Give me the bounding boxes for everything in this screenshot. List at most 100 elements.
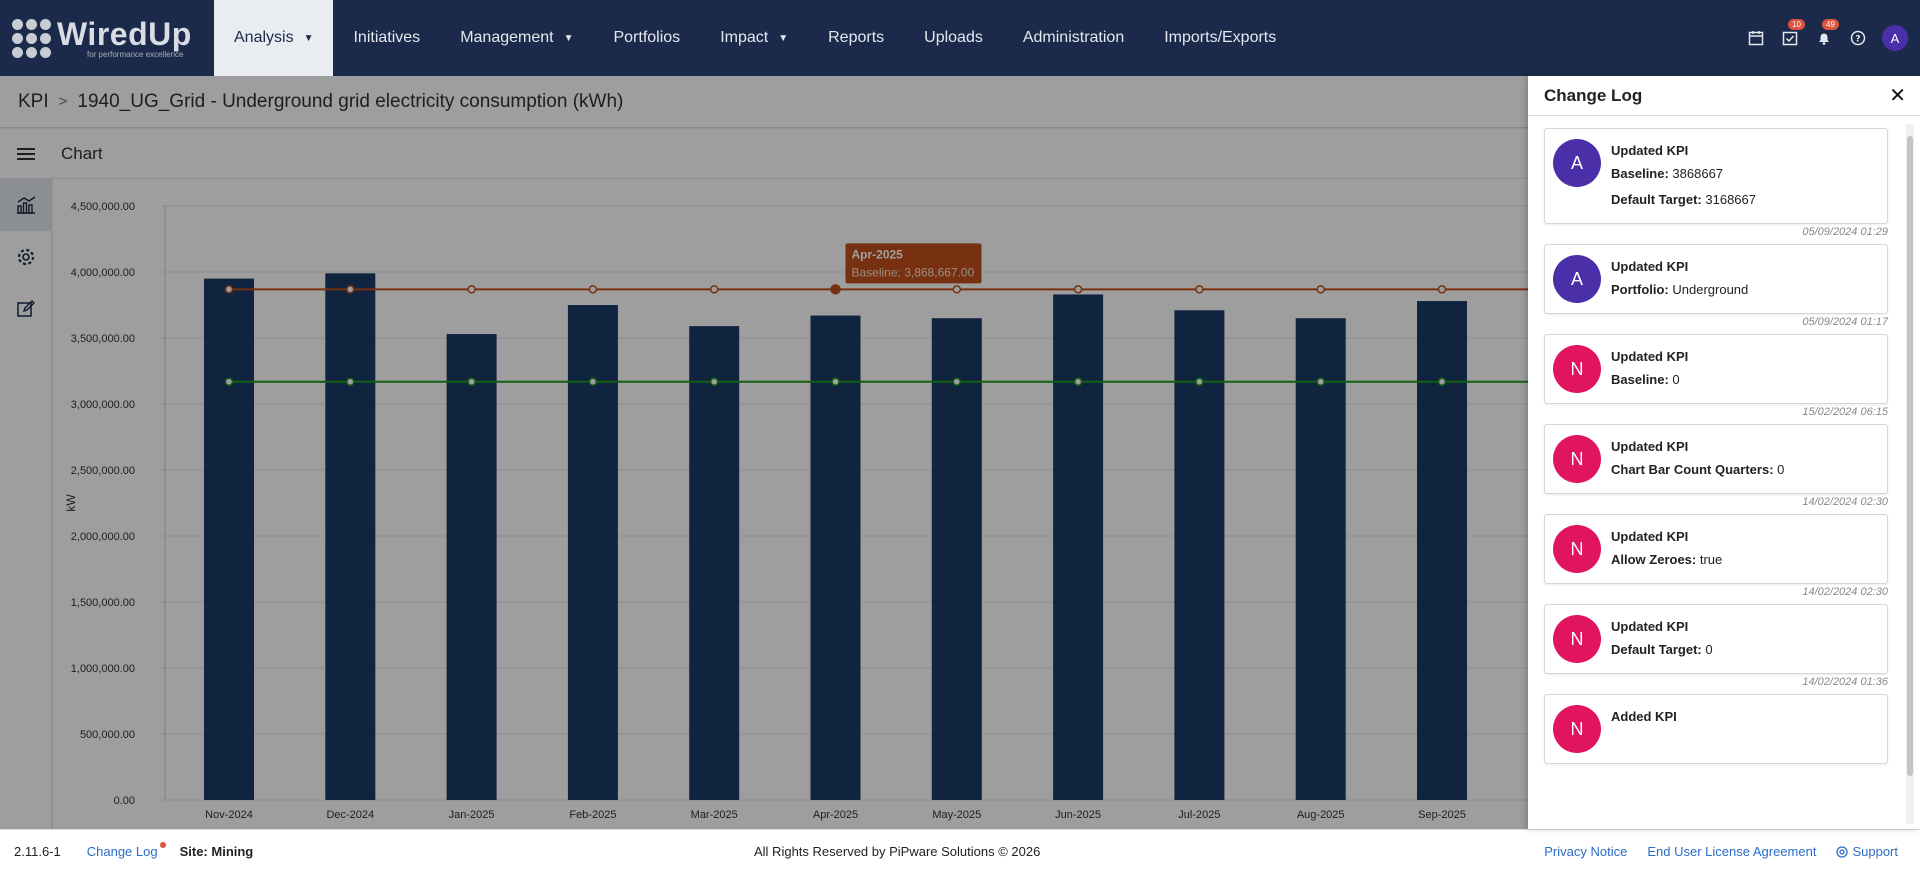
series-point[interactable] (1195, 377, 1204, 386)
x-tick-label: Jan-2025 (449, 809, 495, 821)
change-field-value: 3168667 (1701, 192, 1756, 207)
breadcrumb-current: 1940_UG_Grid - Underground grid electric… (77, 90, 624, 112)
chart-bar[interactable] (204, 278, 254, 801)
footer-changelog-link[interactable]: Change Log (87, 842, 166, 859)
chart-bar[interactable] (446, 334, 497, 800)
series-point[interactable] (1073, 377, 1083, 386)
y-tick-label: 2,500,000.00 (71, 465, 135, 477)
logo-text: WiredUp (57, 15, 192, 52)
y-tick-label: 4,000,000.00 (71, 267, 135, 279)
edit-icon[interactable] (0, 283, 52, 335)
tasks-icon[interactable]: 10 (1780, 19, 1805, 48)
chart-bar[interactable] (325, 273, 376, 800)
panel-scrollbar[interactable] (1906, 124, 1914, 824)
chart-bar[interactable] (1295, 318, 1346, 800)
user-avatar: N (1553, 615, 1601, 663)
series-point[interactable] (346, 377, 355, 386)
series-point[interactable] (588, 285, 598, 294)
nav-item-analysis[interactable]: Analysis ▼ (214, 0, 334, 76)
bell-icon[interactable]: 49 (1814, 19, 1839, 48)
series-point[interactable] (224, 285, 234, 294)
nav-item-uploads[interactable]: Uploads (904, 0, 1003, 76)
nav-item-label: Impact (720, 29, 769, 46)
series-point[interactable] (346, 285, 355, 294)
change-timestamp: 05/09/2024 01:29 (1802, 226, 1888, 238)
logo-dots-icon (12, 18, 51, 58)
settings-gear-icon[interactable] (0, 231, 52, 283)
chart-bar[interactable] (931, 318, 982, 800)
footer: 2.11.6-1 Change Log Site: Mining All Rig… (0, 829, 1920, 873)
chevron-down-icon: ▼ (303, 32, 314, 44)
change-field-key: Default Target: (1611, 192, 1702, 207)
series-point[interactable] (1316, 285, 1325, 294)
privacy-link[interactable]: Privacy Notice (1544, 844, 1628, 859)
support-link[interactable]: Support (1836, 844, 1898, 859)
nav-item-impact[interactable]: Impact ▼ (700, 0, 808, 76)
menu-icon[interactable] (0, 145, 52, 163)
series-point[interactable] (830, 284, 841, 295)
series-point[interactable] (467, 377, 476, 386)
tooltip-value: Baseline: 3,868,667.00 (852, 265, 975, 279)
chart-bar[interactable] (1174, 310, 1225, 800)
series-point[interactable] (952, 377, 962, 386)
chart-view-icon[interactable] (0, 179, 52, 231)
change-timestamp: 05/09/2024 01:17 (1802, 316, 1888, 328)
change-field: Default Target: 0 (1611, 637, 1713, 663)
logo[interactable]: WiredUp for performance excellence (0, 0, 214, 76)
series-point[interactable] (1316, 377, 1325, 386)
close-icon[interactable]: ✕ (1889, 85, 1906, 107)
user-avatar: N (1553, 525, 1601, 573)
series-point[interactable] (1437, 285, 1447, 294)
nav-item-initiatives[interactable]: Initiatives (333, 0, 440, 76)
series-point[interactable] (1195, 285, 1204, 294)
series-point[interactable] (467, 285, 476, 294)
y-axis-label: kW (64, 494, 78, 512)
calendar-icon[interactable] (1746, 28, 1766, 48)
change-log-entry: N Updated KPI Default Target: 0 14/02/2024 … (1544, 604, 1904, 690)
change-timestamp: 15/02/2024 06:15 (1802, 406, 1888, 418)
y-tick-label: 1,500,000.00 (71, 597, 135, 609)
copyright-text: All Rights Reserved by PiPware Solutions… (754, 844, 1041, 859)
nav-item-imports-exports[interactable]: Imports/Exports (1144, 0, 1296, 76)
change-action: Updated KPI (1611, 143, 1689, 158)
chart-bar[interactable] (689, 326, 740, 800)
change-action: Updated KPI (1611, 439, 1689, 454)
nav-item-administration[interactable]: Administration (1003, 0, 1144, 76)
chart-bar[interactable] (567, 305, 618, 800)
change-field: Portfolio: Underground (1611, 277, 1748, 303)
series-point[interactable] (1437, 377, 1447, 386)
change-action: Updated KPI (1611, 529, 1689, 544)
series-point[interactable] (831, 377, 840, 386)
user-avatar[interactable]: A (1882, 25, 1908, 51)
eula-link[interactable]: End User License Agreement (1647, 844, 1817, 859)
change-card: N Updated KPI Baseline: 0 (1544, 334, 1888, 404)
chart-bar[interactable] (810, 315, 861, 800)
scrollbar-thumb[interactable] (1907, 136, 1913, 776)
change-field-value: 3868667 (1668, 166, 1724, 181)
series-point[interactable] (952, 285, 962, 294)
change-field: Chart Bar Count Quarters: 0 (1611, 457, 1784, 483)
panel-title: Change Log (1544, 85, 1643, 105)
series-point[interactable] (709, 377, 719, 386)
change-card: A Updated KPI Portfolio: Underground (1544, 244, 1888, 314)
help-icon[interactable]: ? (1848, 28, 1868, 48)
series-point[interactable] (1073, 285, 1083, 294)
change-log-list[interactable]: A Updated KPI Baseline: 3868667 Default Tar… (1528, 116, 1904, 829)
chevron-down-icon: ▼ (563, 32, 574, 44)
change-field: Baseline: 0 (1611, 367, 1688, 393)
nav-item-label: Management (460, 29, 554, 46)
change-action: Updated KPI (1611, 349, 1689, 364)
series-point[interactable] (224, 377, 234, 386)
nav-item-management[interactable]: Management ▼ (440, 0, 593, 76)
series-point[interactable] (588, 377, 598, 386)
y-tick-label: 3,500,000.00 (71, 333, 135, 345)
breadcrumb-root[interactable]: KPI (18, 90, 49, 112)
nav-item-reports[interactable]: Reports (808, 0, 904, 76)
user-avatar: A (1553, 255, 1601, 303)
y-tick-label: 500,000.00 (80, 729, 135, 741)
series-point[interactable] (709, 285, 719, 294)
support-icon (1836, 845, 1849, 858)
support-label: Support (1852, 844, 1898, 859)
change-card: N Updated KPI Default Target: 0 (1544, 604, 1888, 674)
nav-item-portfolios[interactable]: Portfolios (593, 0, 700, 76)
